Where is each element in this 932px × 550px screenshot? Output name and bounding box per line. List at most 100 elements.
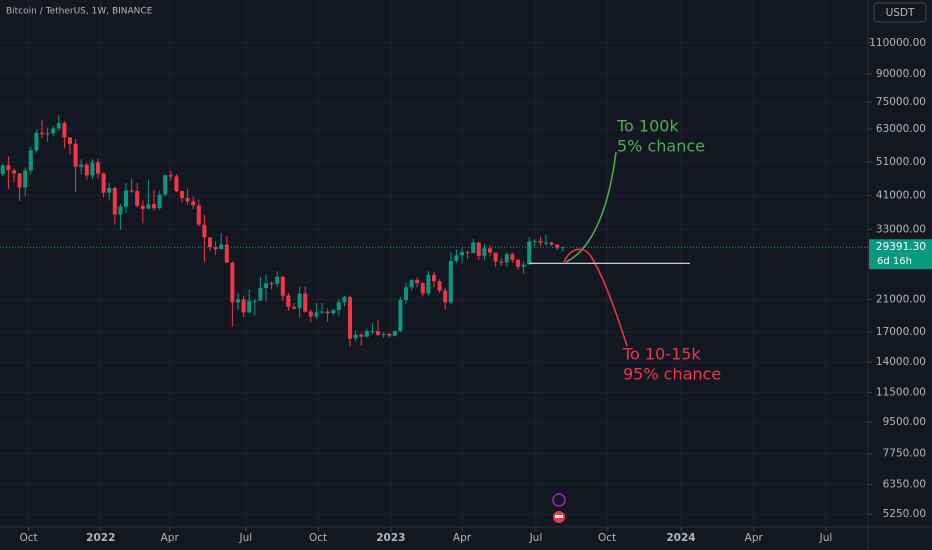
- currency[interactable]: USDT: [886, 7, 915, 19]
- candle-body: [146, 204, 151, 209]
- candle-body: [347, 297, 353, 339]
- candle-body: [207, 237, 213, 248]
- candle-body: [448, 260, 453, 303]
- x-tick-label: Oct: [19, 532, 37, 544]
- candle-body: [118, 206, 123, 215]
- last-price-label: 29391.30: [876, 241, 926, 253]
- bull-curve: [565, 151, 617, 263]
- candle-body: [241, 299, 246, 313]
- candle-body: [420, 283, 425, 294]
- candle-body: [297, 293, 302, 309]
- candle-body: [325, 311, 330, 314]
- x-tick-label: Jul: [529, 532, 543, 544]
- x-tick-label: Oct: [309, 532, 327, 544]
- candle-body: [381, 333, 386, 335]
- y-tick-label: 11500.00: [876, 387, 926, 399]
- event-icons: [552, 493, 566, 523]
- y-tick-label: 63000.00: [876, 123, 926, 135]
- candle-body: [174, 176, 179, 192]
- candle-body: [476, 242, 481, 256]
- candle-body: [224, 244, 229, 263]
- x-tick-label: 2024: [666, 532, 695, 544]
- candle-body: [230, 262, 235, 303]
- candle-body: [79, 164, 84, 167]
- candle-body: [387, 333, 392, 336]
- y-tick-label: 51000.00: [876, 156, 926, 168]
- candle-body: [95, 162, 101, 174]
- candle-body: [179, 191, 185, 198]
- candle-body: [532, 241, 537, 243]
- candle-body: [219, 244, 224, 250]
- y-tick-label: 17000.00: [876, 326, 926, 338]
- y-tick-label: 33000.00: [876, 223, 926, 235]
- annotation-text: 95% chance: [623, 365, 721, 384]
- candle-body: [549, 242, 554, 245]
- candle-body: [426, 274, 431, 294]
- candles: [0, 115, 565, 347]
- candle-body: [527, 241, 532, 265]
- candle-body: [487, 248, 493, 253]
- candle-body: [258, 287, 263, 301]
- candle-body: [51, 128, 56, 134]
- y-tick-label: 5250.00: [883, 508, 926, 520]
- chart-title: Bitcoin / TetherUS, 1W, BINANCE: [6, 7, 153, 17]
- candle-body: [538, 241, 543, 243]
- candle-body: [504, 254, 509, 263]
- candle-body: [129, 190, 134, 192]
- y-tick-label: 75000.00: [876, 96, 926, 108]
- candle-body: [319, 311, 325, 313]
- candle-body: [431, 274, 437, 282]
- y-tick-label: 110000.00: [869, 37, 926, 49]
- candle-body: [465, 252, 470, 254]
- annotation-text: 5% chance: [617, 137, 705, 156]
- x-tick-label: 2023: [376, 532, 405, 544]
- candle-body: [560, 247, 565, 249]
- candle-body: [398, 300, 403, 332]
- candle-body: [269, 283, 274, 285]
- candle-body: [191, 201, 196, 206]
- candle-body: [6, 165, 11, 171]
- candle-body: [515, 259, 521, 267]
- annotation-text: To 10-15k: [622, 345, 701, 364]
- countdown-label: 6d 16h: [877, 256, 912, 267]
- y-tick-label: 41000.00: [876, 190, 926, 202]
- candle-body: [73, 143, 78, 167]
- candle-body: [275, 276, 280, 284]
- x-tick-label: Apr: [161, 532, 180, 544]
- event-icon[interactable]: [552, 493, 566, 507]
- candle-body: [437, 281, 442, 291]
- candle-body: [39, 132, 45, 134]
- bear-curve: [563, 248, 628, 347]
- candle-body: [303, 293, 308, 312]
- candle-body: [375, 331, 381, 335]
- event-icon-mark: [555, 515, 563, 518]
- candle-body: [56, 123, 61, 129]
- candle-body: [202, 224, 207, 238]
- candle-body: [392, 331, 397, 336]
- candle-body: [112, 187, 117, 215]
- y-tick-label: 90000.00: [876, 68, 926, 80]
- currency-box[interactable]: [873, 2, 927, 23]
- x-tick-label: Apr: [745, 532, 764, 544]
- candle-body: [67, 137, 73, 144]
- x-tick-label: Apr: [453, 532, 472, 544]
- candle-body: [459, 252, 465, 256]
- candle-body: [493, 252, 498, 262]
- candle-body: [140, 205, 145, 209]
- candle-body: [123, 190, 129, 207]
- y-tick-label: 14000.00: [876, 356, 926, 368]
- candle-body: [28, 150, 33, 171]
- candle-body: [555, 244, 560, 249]
- candle-body: [454, 255, 459, 261]
- candle-body: [308, 311, 313, 317]
- candle-body: [101, 173, 106, 193]
- candle-body: [415, 279, 420, 284]
- candle-body: [151, 204, 157, 209]
- x-tick-label: Jul: [239, 532, 253, 544]
- candle-body: [370, 331, 375, 333]
- candle-body: [107, 187, 112, 193]
